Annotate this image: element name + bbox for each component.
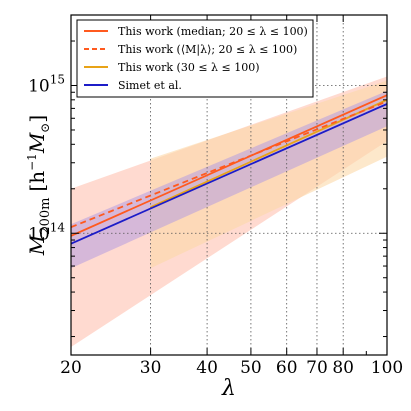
x-tick-label-70: 70 xyxy=(306,358,328,378)
series-line-this-work-m-20-100 xyxy=(71,100,387,228)
y-title-close: ] xyxy=(25,115,49,123)
y-tick-label-base: 10 xyxy=(28,76,50,96)
x-tick-label-80: 80 xyxy=(332,358,354,378)
x-axis-title: λ xyxy=(221,376,236,401)
x-tick-label-100: 100 xyxy=(371,358,403,378)
y-tick-label-15: 1015 xyxy=(28,72,65,96)
x-tick-label-50: 50 xyxy=(240,358,262,378)
series-lines xyxy=(71,94,387,245)
y-tick-label-exponent: 14 xyxy=(50,220,66,234)
y-title-unit-sup: −1 xyxy=(25,153,39,171)
x-tick-label-20: 20 xyxy=(60,358,82,378)
x-tick-label-30: 30 xyxy=(140,358,162,378)
legend: This work (median; 20 ≤ λ ≤ 100) This wo… xyxy=(76,19,314,98)
y-title-unit: [h xyxy=(25,171,49,192)
series-line-simet-et-al xyxy=(71,103,387,245)
y-tick-label-base: 10 xyxy=(28,224,50,244)
y-tick-label-14: 1014 xyxy=(28,220,65,244)
series-line-this-work-30-100 xyxy=(150,98,387,209)
legend-label-mean: This work (⟨M|λ⟩; 20 ≤ λ ≤ 100) xyxy=(118,43,297,57)
y-title-unit-tail: M xyxy=(25,132,49,154)
y-axis-title: M200m[h−1M⊙] xyxy=(25,115,53,256)
legend-label-simet: Simet et al. xyxy=(118,79,182,92)
plot-frame xyxy=(70,14,388,356)
y-tick-label-exponent: 15 xyxy=(50,72,65,86)
x-tick-label-40: 40 xyxy=(196,358,218,378)
y-title-main: M xyxy=(25,234,49,256)
legend-label-median: This work (median; 20 ≤ λ ≤ 100) xyxy=(118,25,308,38)
y-title-unit-sub: ⊙ xyxy=(38,123,52,133)
x-tick-label-60: 60 xyxy=(276,358,298,378)
legend-label-30-100: This work (30 ≤ λ ≤ 100) xyxy=(118,61,260,74)
legend-box xyxy=(76,19,314,98)
series-line-this-work-median-20-100 xyxy=(71,94,387,237)
y-title-sub: 200m xyxy=(38,198,53,235)
